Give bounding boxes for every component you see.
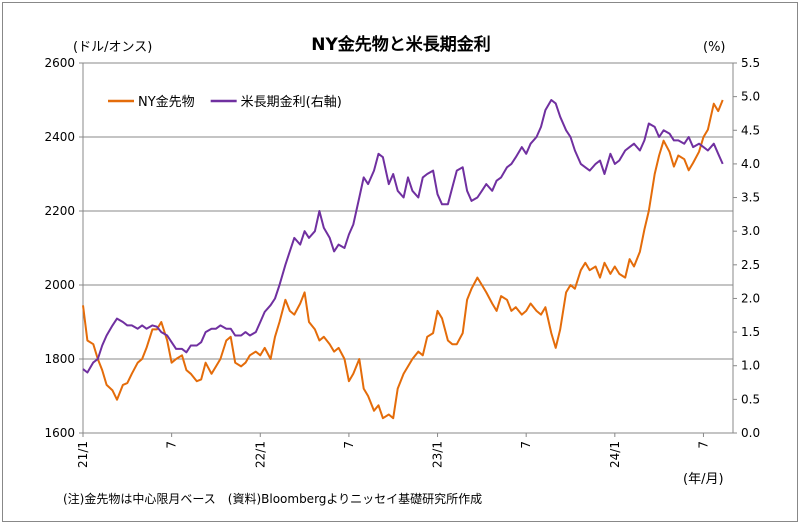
legend: NY金先物 米長期金利(右軸): [108, 94, 342, 110]
left-tick-label: 2200: [44, 204, 75, 218]
left-tick-label: 1600: [44, 426, 75, 440]
right-tick-label: 5.5: [741, 56, 760, 70]
right-axis-unit: (%): [703, 40, 726, 55]
right-tick-label: 3.0: [741, 224, 760, 238]
x-tick-label: 21/1: [76, 441, 90, 468]
x-tick-label: 24/1: [608, 441, 622, 468]
left-axis-unit: (ドル/オンス): [73, 40, 152, 55]
legend-label-1: NY金先物: [138, 94, 195, 110]
x-axis-unit: (年/月): [683, 472, 724, 487]
left-tick-label: 2400: [44, 130, 75, 144]
plot-area: [82, 62, 734, 434]
right-tick-label: 2.0: [741, 291, 760, 305]
legend-label-2: 米長期金利(右軸): [241, 94, 342, 110]
x-tick-label: 7: [519, 441, 533, 449]
series-line-2: [82, 99, 724, 374]
left-tick-label: 1800: [44, 352, 75, 366]
right-tick-label: 5.0: [741, 90, 760, 104]
x-tick-label: 7: [696, 441, 710, 449]
x-tick-label: 7: [342, 441, 356, 449]
left-tick-label: 2000: [44, 278, 75, 292]
chart-title: NY金先物と米長期金利: [311, 34, 491, 55]
chart-frame: NY金先物と米長期金利 (ドル/オンス) (%) 1600 1800 2000 220…: [2, 2, 798, 522]
series-lines: [82, 99, 724, 420]
right-tick-label: 3.5: [741, 191, 760, 205]
left-axis: 1600 1800 2000 2200 2400 2600: [44, 56, 83, 440]
x-tick-label: 23/1: [431, 441, 445, 468]
right-axis: 0.0 0.5 1.0 1.5 2.0 2.5 3.0 3.5 4.0 4.5 5.0 5.5: [733, 56, 760, 440]
right-tick-label: 4.0: [741, 157, 760, 171]
right-tick-label: 4.5: [741, 123, 760, 137]
right-tick-label: 0.0: [741, 426, 760, 440]
series-line-1: [82, 99, 724, 420]
gridlines: [83, 136, 733, 360]
x-tick-label: 7: [165, 441, 179, 449]
left-tick-label: 2600: [44, 56, 75, 70]
x-tick-label: 22/1: [253, 441, 267, 468]
right-tick-label: 2.5: [741, 258, 760, 272]
x-axis: 21/1 7 22/1 7 23/1 7 24/1 7: [76, 433, 710, 468]
right-tick-label: 0.5: [741, 392, 760, 406]
source-note: (注)金先物は中心限月ベース (資料)Bloombergよりニッセイ基礎研究所作…: [63, 491, 482, 506]
right-tick-label: 1.0: [741, 359, 760, 373]
right-tick-label: 1.5: [741, 325, 760, 339]
chart: NY金先物と米長期金利 (ドル/オンス) (%) 1600 1800 2000 220…: [44, 34, 760, 506]
